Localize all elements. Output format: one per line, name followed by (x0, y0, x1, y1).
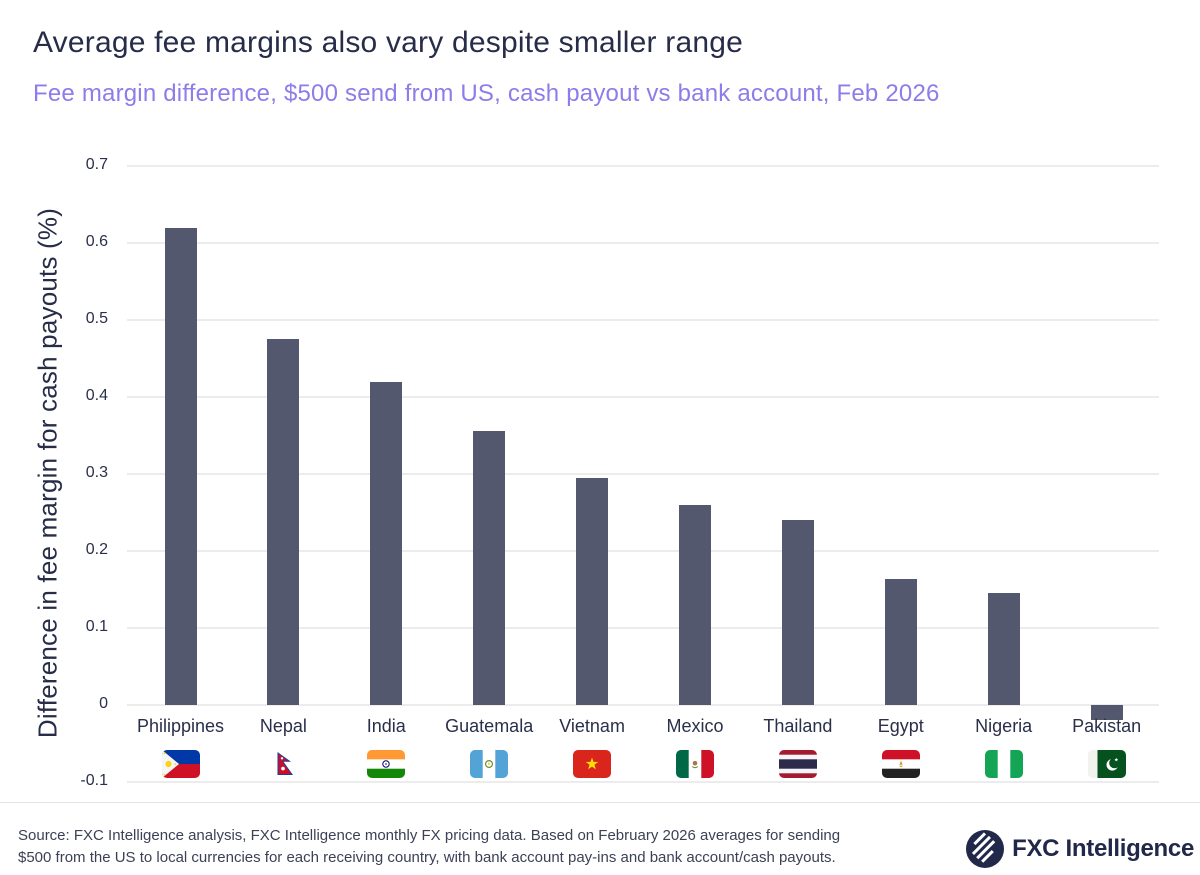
bar-chart: Difference in fee margin for cash payout… (33, 156, 1159, 789)
y-tick-label: -0.1 (80, 772, 108, 789)
y-tick-label: 0 (99, 695, 108, 712)
logo-text: FXC Intelligence (1012, 835, 1194, 862)
gridline (127, 550, 1159, 552)
y-tick-label: 0.1 (85, 618, 108, 635)
nepal-flag-icon (264, 750, 303, 778)
gridline (127, 781, 1159, 783)
gridline (127, 242, 1159, 244)
gridline (127, 627, 1159, 629)
source-line-1: Source: FXC Intelligence analysis, FXC I… (18, 827, 841, 844)
y-tick-label: 0.3 (85, 464, 108, 481)
x-tick-label-vietnam: Vietnam (559, 716, 625, 736)
bar-mexico (679, 504, 711, 705)
gridline (127, 396, 1159, 398)
india-flag-icon (367, 750, 406, 778)
mexico-flag-icon (676, 750, 714, 778)
bar-nigeria (987, 592, 1020, 705)
x-tick-label-nigeria: Nigeria (975, 716, 1033, 736)
x-tick-label-guatemala: Guatemala (445, 716, 534, 736)
bar-philippines (164, 227, 197, 705)
x-tick-label-thailand: Thailand (763, 716, 833, 736)
chart-subtitle: Fee margin difference, $500 send from US… (33, 80, 940, 107)
y-tick-label: 0.2 (85, 541, 108, 558)
x-tick-label-mexico: Mexico (666, 716, 724, 736)
y-tick-label: 0.6 (85, 233, 108, 250)
x-tick-label-pakistan: Pakistan (1072, 716, 1142, 736)
y-tick-label: 0.5 (85, 310, 108, 327)
gridline (127, 473, 1159, 475)
nigeria-flag-icon (984, 750, 1023, 778)
bar-india (370, 381, 403, 705)
gridline (127, 319, 1159, 321)
bar-vietnam (576, 477, 609, 705)
x-tick-label-india: India (366, 716, 406, 736)
y-tick-label: 0.7 (85, 156, 108, 173)
source-note: Source: FXC Intelligence analysis, FXC I… (18, 825, 840, 869)
source-line-2: $500 from the US to local currencies for… (18, 849, 836, 866)
gridline (127, 704, 1159, 706)
gridline (127, 165, 1159, 167)
bar-guatemala (473, 430, 506, 705)
egypt-flag-icon (881, 750, 920, 778)
thailand-flag-icon (778, 750, 817, 778)
fxc-globe-icon (966, 830, 1005, 868)
pakistan-flag-icon (1087, 750, 1126, 778)
vietnam-flag-icon (573, 750, 612, 778)
bar-nepal (267, 339, 300, 705)
fxc-intelligence-logo: FXC Intelligence (966, 830, 1194, 868)
philippines-flag-icon (161, 750, 200, 778)
x-tick-label-egypt: Egypt (877, 716, 924, 736)
footer: Source: FXC Intelligence analysis, FXC I… (0, 802, 1200, 875)
guatemala-flag-icon (470, 750, 509, 778)
y-tick-label: 0.4 (85, 387, 108, 404)
x-tick-label-nepal: Nepal (259, 716, 307, 736)
bar-thailand (781, 520, 814, 705)
bar-pakistan (1090, 705, 1123, 721)
x-tick-label-philippines: Philippines (136, 716, 225, 736)
chart-title: Average fee margins also vary despite sm… (33, 26, 743, 59)
bar-egypt (884, 579, 917, 705)
